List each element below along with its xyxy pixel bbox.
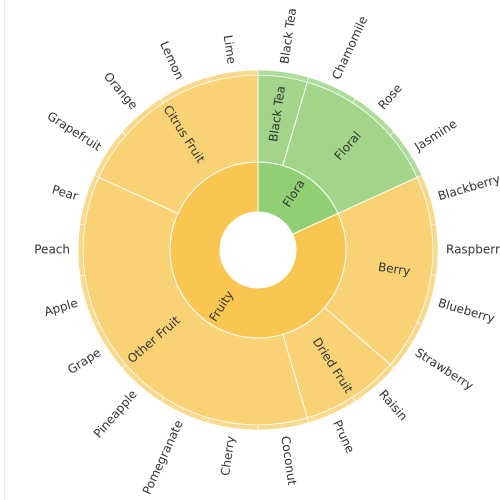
panel-left-edge (4, 0, 5, 500)
leaf-label-chamomile: Chamomile (329, 14, 370, 82)
leaf-label-pineapple: Pineapple (91, 387, 140, 440)
leaf-label-prune: Prune (330, 418, 357, 455)
ring2-label-berry: Berry (377, 260, 411, 278)
leaf-label-raisin: Raisin (376, 387, 410, 423)
leaf-label-grapefruit: Grapefruit (45, 109, 104, 154)
ring3-segment-lime[interactable] (206, 69, 259, 83)
leaf-label-cherry: Cherry (218, 435, 238, 477)
leaf-label-jasmine: Jasmine (411, 117, 459, 155)
leaf-label-apple: Apple (43, 296, 80, 319)
leaf-label-lime: Lime (221, 34, 239, 65)
leaf-label-black-tea: Black Tea (277, 7, 299, 65)
leaf-label-peach: Peach (34, 243, 70, 257)
leaf-label-raspberry: Raspberry (446, 243, 500, 257)
leaf-label-pear: Pear (50, 182, 79, 203)
leaf-label-pomegranate: Pomegranate (140, 418, 186, 497)
leaf-label-grape: Grape (65, 345, 103, 377)
leaf-label-rose: Rose (375, 81, 404, 112)
leaf-label-orange: Orange (101, 69, 141, 112)
leaf-label-strawberry: Strawberry (413, 345, 476, 393)
leaf-label-lemon: Lemon (157, 39, 187, 82)
leaf-label-blueberry: Blueberry (437, 296, 497, 326)
leaf-label-blackberry: Blackberry (436, 172, 500, 204)
leaf-label-coconut: Coconut (278, 435, 299, 486)
